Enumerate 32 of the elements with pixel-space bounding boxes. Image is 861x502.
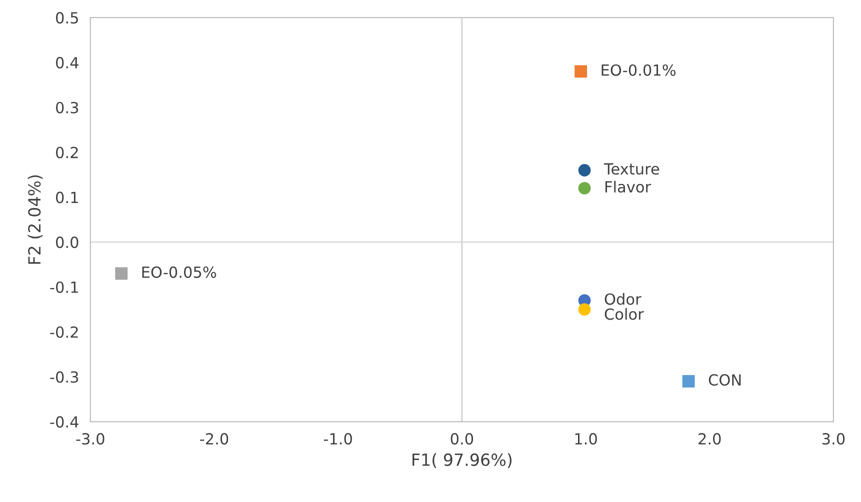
x-tick-label: 0.0 [450,433,474,445]
y-tick-label: -0.4 [50,416,78,428]
point [578,303,591,316]
x-tick-label: -2.0 [200,433,228,445]
point [578,182,591,194]
y-tick-label: 0.2 [56,146,78,158]
series-label: Color [604,308,644,320]
series-label: EO-0.01% [602,64,676,76]
point [682,375,695,388]
x-tick-label: 2.0 [698,433,721,445]
y-tick-label: 0.4 [56,56,78,68]
y-tick-label: 0.5 [56,12,78,24]
x-axis-title: F1( 97.96%) [412,453,512,468]
series-label: Odor [604,293,642,305]
y-tick-label: 0.0 [56,236,78,248]
x-tick-label: 1.0 [575,433,597,445]
y-tick-label: -0.2 [50,326,78,338]
y-axis-title: F2 (2.04%) [28,175,43,264]
y-tick-label: 0.3 [56,102,78,114]
series-label: EO-0.05% [142,266,216,278]
x-tick-label: -1.0 [324,433,352,445]
point [574,65,588,78]
series-label: Flavor [605,180,652,193]
point [115,267,128,280]
y-tick-label: 0.1 [56,192,78,204]
y-tick-label: -0.3 [50,371,78,383]
x-tick-label: -3.0 [76,433,104,445]
x-tick-label: 3.0 [822,433,845,445]
series-label: CON [708,374,741,386]
y-tick-label: -0.1 [50,281,78,293]
point [578,164,591,176]
series-label: Texture [604,163,660,175]
